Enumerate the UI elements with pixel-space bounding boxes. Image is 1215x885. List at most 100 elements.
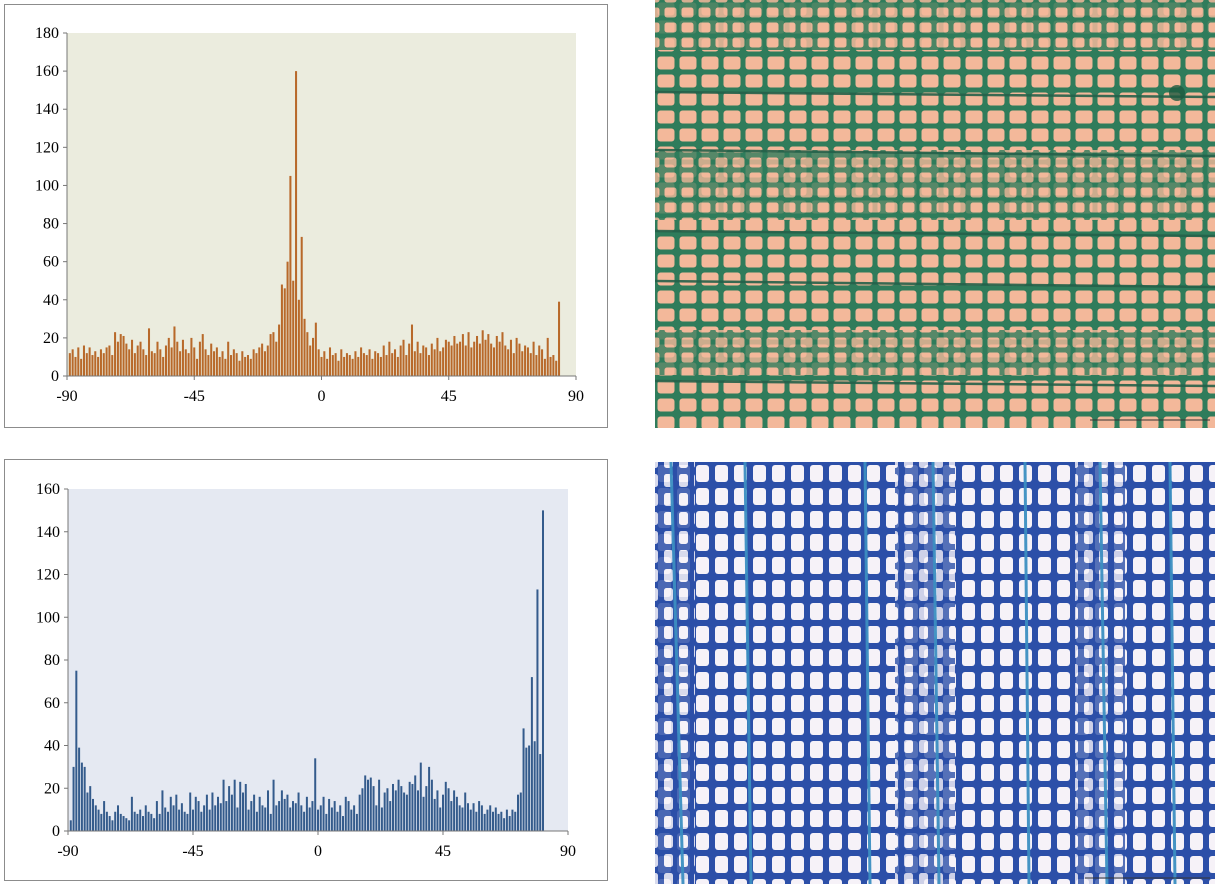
bar	[108, 816, 111, 831]
bar	[244, 356, 247, 376]
bar	[411, 783, 414, 831]
bar	[456, 343, 459, 376]
bar	[385, 355, 388, 376]
bar	[525, 747, 528, 831]
bar	[150, 813, 153, 831]
bar	[229, 355, 233, 376]
bar	[375, 805, 378, 831]
bar	[258, 347, 261, 376]
bar	[447, 788, 450, 831]
bar	[214, 805, 217, 831]
bar	[236, 807, 239, 831]
bar	[476, 335, 479, 376]
bar	[210, 343, 213, 376]
bar	[186, 813, 189, 831]
y-tick-label: 60	[44, 695, 60, 712]
bar	[436, 790, 439, 831]
bar	[150, 351, 153, 376]
bar	[450, 801, 453, 831]
bar	[542, 510, 544, 832]
bar	[85, 353, 88, 376]
bar	[249, 358, 252, 376]
bar	[303, 318, 306, 376]
bar	[555, 360, 558, 376]
bar	[303, 811, 306, 831]
bar	[386, 788, 389, 831]
bar	[187, 353, 190, 376]
bar	[422, 345, 425, 376]
bar	[289, 175, 292, 376]
bar	[173, 326, 176, 376]
bar	[340, 349, 343, 376]
bar	[365, 355, 368, 376]
bar	[159, 349, 162, 376]
bar	[360, 347, 363, 376]
bar	[244, 783, 247, 831]
bar	[145, 355, 148, 376]
bar	[311, 801, 314, 831]
bar	[108, 345, 111, 376]
bar	[283, 288, 286, 376]
y-tick-label: 100	[35, 177, 59, 194]
bar	[453, 335, 456, 376]
bar	[183, 811, 186, 831]
bar	[201, 334, 204, 376]
bar	[128, 349, 131, 376]
bar	[461, 334, 464, 376]
bar	[374, 351, 377, 376]
bar	[91, 355, 94, 376]
bar	[292, 801, 294, 831]
bar	[334, 353, 337, 376]
bar	[455, 796, 458, 831]
bar	[330, 807, 333, 831]
bar	[133, 811, 136, 831]
bar	[439, 807, 442, 831]
bar	[133, 353, 136, 376]
bar	[198, 341, 201, 376]
bar	[515, 337, 518, 376]
bar	[348, 355, 351, 376]
bar	[136, 345, 139, 376]
bar	[314, 322, 317, 376]
bar	[532, 341, 535, 376]
bar	[102, 353, 105, 376]
y-tick-label: 0	[51, 368, 59, 385]
bar	[224, 358, 227, 376]
bar	[147, 811, 150, 831]
y-tick-label: 180	[35, 25, 59, 42]
bar	[71, 349, 74, 376]
bar	[196, 358, 199, 376]
bar	[309, 345, 312, 376]
bar	[114, 811, 117, 831]
bar	[264, 807, 267, 831]
bar	[362, 353, 365, 376]
bar	[230, 794, 233, 831]
bar	[351, 358, 354, 376]
bar	[189, 792, 192, 831]
bar	[347, 801, 350, 831]
bar	[272, 332, 275, 376]
bar	[164, 807, 167, 831]
bar	[328, 347, 332, 376]
bar	[297, 299, 300, 376]
bar	[255, 353, 258, 376]
bar	[99, 349, 102, 376]
bar	[272, 779, 275, 831]
bar	[266, 345, 269, 376]
bar	[72, 766, 75, 832]
bar	[100, 813, 103, 831]
bar	[383, 792, 386, 831]
bar	[217, 796, 219, 831]
y-tick-label: 120	[35, 139, 59, 156]
bar	[306, 332, 309, 376]
bar	[522, 728, 525, 831]
bar	[543, 358, 546, 376]
bar	[444, 339, 447, 376]
bar	[504, 345, 507, 376]
bar	[389, 801, 392, 831]
bar	[180, 803, 183, 831]
bar	[399, 345, 402, 376]
bar	[425, 347, 428, 376]
bar	[144, 805, 147, 831]
bar	[486, 809, 489, 832]
